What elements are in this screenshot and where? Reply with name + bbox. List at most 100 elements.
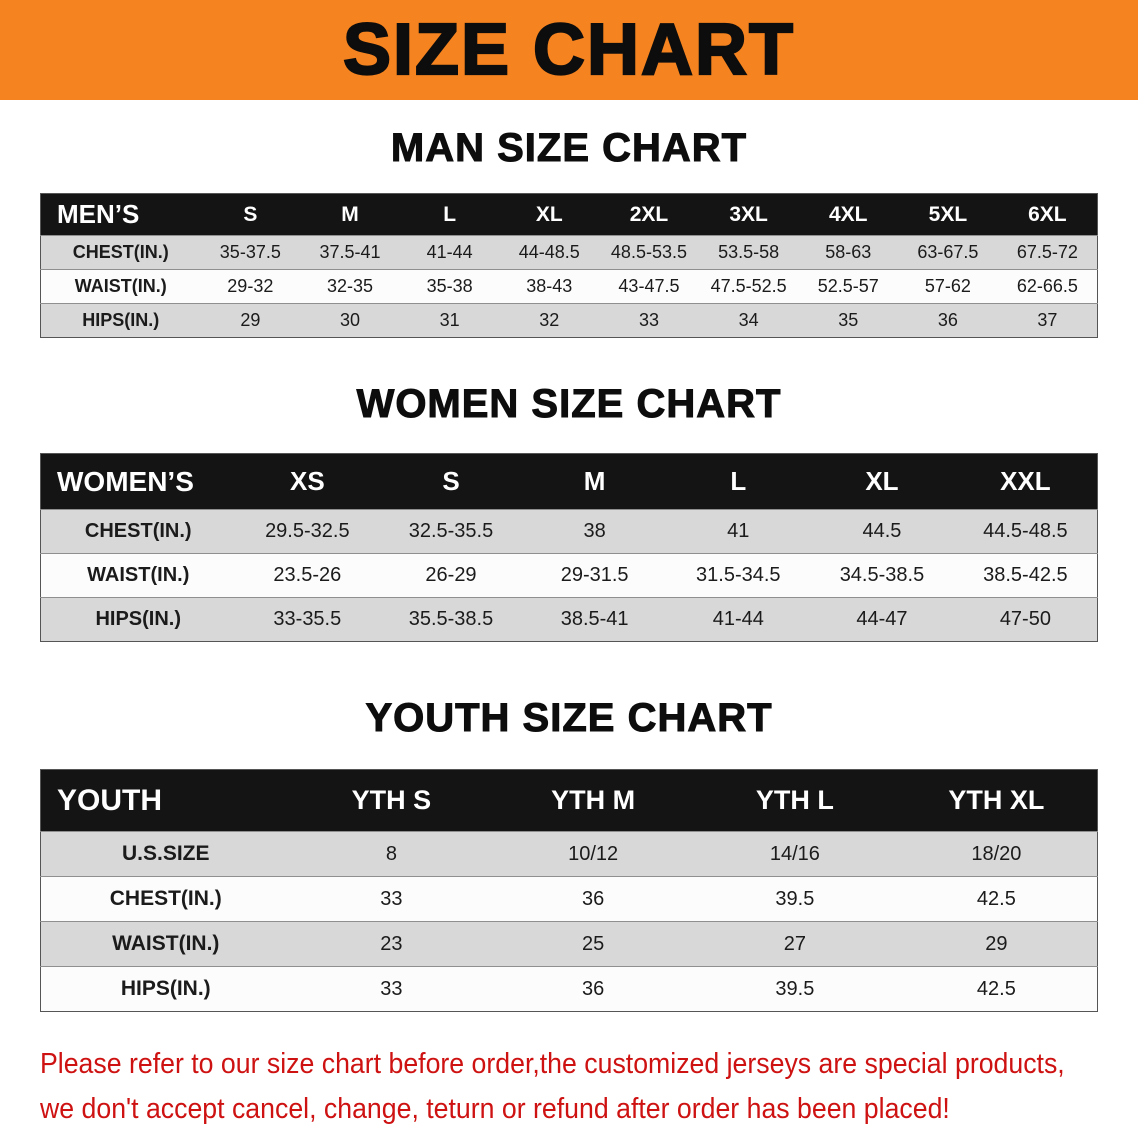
measurement-value: 42.5 [976,977,1016,1000]
measurement-value: 35-37.5 [219,242,281,262]
measurement-value: 38-43 [526,276,573,296]
measurement-value: 44.5 [862,520,902,542]
measurement-value: 8 [385,842,397,865]
measurement-value: 33 [638,310,659,330]
measurement-value: 53.5-58 [718,242,780,262]
table-corner-label: YOUTH [40,769,291,832]
measurement-value: 31.5-34.5 [696,564,781,586]
size-column-header: XL [810,453,954,510]
measurement-value: 38.5-42.5 [983,564,1068,586]
measurement-value: 41 [727,520,750,542]
youth-size-table: YOUTH YTH S YTH M YTH L YTH XL U.S.SIZE 8 10/12… [40,769,1098,1012]
measurement-value: 29-32 [227,276,274,296]
measurement-row: U.S.SIZE 8 10/12 14/16 18/20 [40,831,1098,877]
measurement-value: 14/16 [769,842,820,865]
measurement-value: 36 [582,977,605,1000]
measurement-value: 30 [339,310,360,330]
disclaimer-line-1: Please refer to our size chart before or… [40,1048,1065,1080]
measurement-value: 33 [380,977,403,1000]
measurement-value: 48.5-53.5 [610,242,687,262]
measurement-value: 38.5-41 [560,608,629,630]
measurement-row: CHEST(IN.) 29.5-32.5 32.5-35.5 38 41 44.5 44.5… [40,509,1098,554]
measurement-label: CHEST(IN.) [84,520,192,542]
size-column-header: 6XL [997,193,1098,236]
measurement-value: 29-31.5 [560,564,629,586]
measurement-value: 43-47.5 [618,276,680,296]
measurement-row: WAIST(IN.) 23 25 27 29 [40,921,1098,967]
measurement-value: 25 [582,932,605,955]
page-title: SIZE CHART [342,10,795,90]
women-size-table: WOMEN’S XS S M L XL XXL CHEST(IN.) 29.5-32.5 32.5… [40,453,1098,642]
measurement-value: 44-48.5 [518,242,580,262]
measurement-row: HIPS(IN.) 29 30 31 32 33 34 35 36 37 [40,303,1098,338]
measurement-value: 31 [439,310,460,330]
measurement-value: 62-66.5 [1016,276,1078,296]
measurement-value: 35.5-38.5 [408,608,494,630]
measurement-value: 32 [539,310,560,330]
banner: SIZE CHART [0,0,1138,100]
youth-section: YOUTH SIZE CHART YOUTH YTH S YTH M YTH L YTH… [0,696,1138,1012]
measurement-value: 63-67.5 [917,242,979,262]
size-column-header: 5XL [898,193,998,236]
measurement-value: 33 [380,887,403,910]
measurement-value: 29 [240,310,261,330]
measurement-value: 34 [738,310,759,330]
measurement-label: WAIST(IN.) [74,276,167,296]
measurement-value: 35 [838,310,859,330]
measurement-value: 32-35 [326,276,373,296]
size-column-header: 3XL [698,193,799,236]
measurement-value: 33-35.5 [273,608,342,630]
size-column-header: S [200,193,301,236]
size-column-header: M [300,193,400,236]
size-column-header: L [399,193,500,236]
measurement-value: 35-38 [426,276,473,296]
measurement-value: 47.5-52.5 [710,276,787,296]
measurement-label: CHEST(IN.) [72,242,169,262]
measurement-value: 23 [380,932,403,955]
measurement-value: 34.5-38.5 [839,564,925,586]
measurement-value: 18/20 [971,842,1022,865]
measurement-value: 67.5-72 [1016,242,1078,262]
measurement-label: HIPS(IN.) [120,977,211,1000]
measurement-label: HIPS(IN.) [82,310,160,330]
men-section-heading: MAN SIZE CHART [390,126,748,171]
size-column-header: 2XL [599,193,699,236]
size-column-header: XS [235,453,380,510]
youth-section-heading: YOUTH SIZE CHART [365,696,773,741]
measurement-value: 29 [985,932,1008,955]
measurement-label: CHEST(IN.) [109,887,222,910]
measurement-value: 32.5-35.5 [408,520,494,542]
measurement-value: 29.5-32.5 [265,520,350,542]
measurement-label: HIPS(IN.) [95,608,182,630]
size-column-header: YTH XL [895,769,1098,832]
men-size-table: MEN’S S M L XL 2XL 3XL 4XL 5XL 6XL CHEST(IN.) 35-37… [40,193,1098,338]
header-row: MEN’S S M L XL 2XL 3XL 4XL 5XL 6XL [40,193,1098,236]
measurement-value: 52.5-57 [817,276,879,296]
measurement-value: 39.5 [775,887,815,910]
size-column-header: YTH L [694,769,896,832]
header-row: WOMEN’S XS S M L XL XXL [40,453,1098,510]
size-column-header: L [666,453,811,510]
measurement-value: 38 [583,520,606,542]
measurement-value: 36 [937,310,958,330]
men-section: MAN SIZE CHART MEN’S S M L XL 2XL 3XL 4XL 5XL 6XL… [0,126,1138,338]
size-column-header: 4XL [798,193,899,236]
disclaimer-line-2: we don't accept cancel, change, teturn o… [40,1092,950,1125]
measurement-value: 44.5-48.5 [983,520,1068,542]
measurement-row: CHEST(IN.) 33 36 39.5 42.5 [40,876,1098,922]
women-section-heading: WOMEN SIZE CHART [356,382,782,427]
disclaimer: Please refer to our size chart before or… [40,1042,1138,1132]
measurement-value: 37 [1037,310,1058,330]
size-column-header: YTH M [492,769,694,832]
measurement-label: WAIST(IN.) [112,932,220,955]
header-row: YOUTH YTH S YTH M YTH L YTH XL [40,769,1098,832]
table-corner-label: WOMEN’S [40,453,236,510]
measurement-row: CHEST(IN.) 35-37.5 37.5-41 41-44 44-48.5 48.5… [40,235,1098,270]
measurement-value: 27 [783,932,806,955]
measurement-value: 37.5-41 [319,242,381,262]
size-column-header: S [379,453,523,510]
measurement-value: 58-63 [825,242,872,262]
measurement-row: WAIST(IN.) 23.5-26 26-29 29-31.5 31.5-34.5 34… [40,553,1098,598]
measurement-label: WAIST(IN.) [87,564,190,586]
